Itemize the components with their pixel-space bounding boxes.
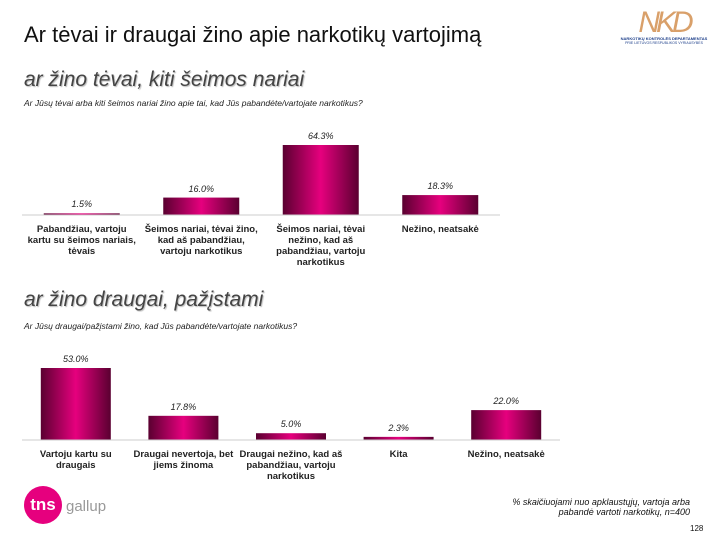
bar [163, 197, 240, 215]
tns-logo: tns [24, 486, 62, 524]
value-label: 64.3% [307, 131, 334, 141]
bar [148, 415, 219, 440]
value-label: 17.8% [170, 401, 197, 412]
value-label: 1.5% [71, 199, 92, 210]
category-label: Draugai nevertoja, bet jiems žinoma [133, 449, 234, 471]
category-label: Nežino, neatsakė [401, 224, 479, 235]
bar [471, 410, 542, 440]
slide-title: Ar tėvai ir draugai žino apie narkotikų … [24, 22, 482, 47]
bar [256, 433, 326, 440]
logo-line2: PRIE LIETUVOS RESPUBLIKOS VYRIAUSYBĖS [625, 41, 703, 45]
bar [40, 368, 111, 440]
value-label: 2.3% [388, 422, 409, 433]
category-label: Šeimos nariai, tėvai žino, kad aš paband… [144, 224, 258, 257]
category-label: Vartoju kartu su draugais [39, 449, 112, 471]
value-label: 16.0% [188, 183, 215, 194]
gallup-text: gallup [66, 498, 107, 515]
bar [282, 145, 359, 215]
chart-subtitle: Ar Jūsų draugai/pažįstami žino, kad Jūs … [24, 321, 298, 331]
bar [363, 436, 434, 440]
bar [43, 213, 120, 215]
category-label: Šeimos nariai, tėvai nežino, kad aš paba… [276, 224, 366, 268]
value-label: 53.0% [63, 354, 89, 364]
category-label: Pabandžiau, vartoju kartu su šeimos nari… [27, 224, 136, 257]
chart-title: ar žino tėvai, kiti šeimos nariai [24, 68, 305, 91]
logo-line1: NARKOTIKŲ KONTROLĖS DEPARTAMENTAS [620, 36, 708, 41]
category-label: Kita [389, 449, 408, 460]
chart-title: ar žino draugai, pažįstami [24, 288, 264, 311]
value-label: 18.3% [427, 181, 454, 192]
footnote: % skaičiuojami nuo apklaustųjų, vartoja … [512, 497, 690, 517]
category-label: Nežino, neatsakė [467, 449, 545, 460]
bar [402, 195, 479, 215]
chart-subtitle: Ar Jūsų tėvai arba kiti šeimos nariai ži… [24, 98, 363, 108]
value-label: 22.0% [493, 396, 519, 407]
page-number: 128 [690, 524, 704, 533]
logo: NKD NARKOTIKŲ KONTROLĖS DEPARTAMENTAS PR… [612, 8, 716, 46]
category-label: Draugai nežino, kad aš pabandžiau, varto… [239, 449, 343, 482]
value-label: 5.0% [280, 419, 302, 430]
logo-initials: NKD [638, 6, 693, 39]
